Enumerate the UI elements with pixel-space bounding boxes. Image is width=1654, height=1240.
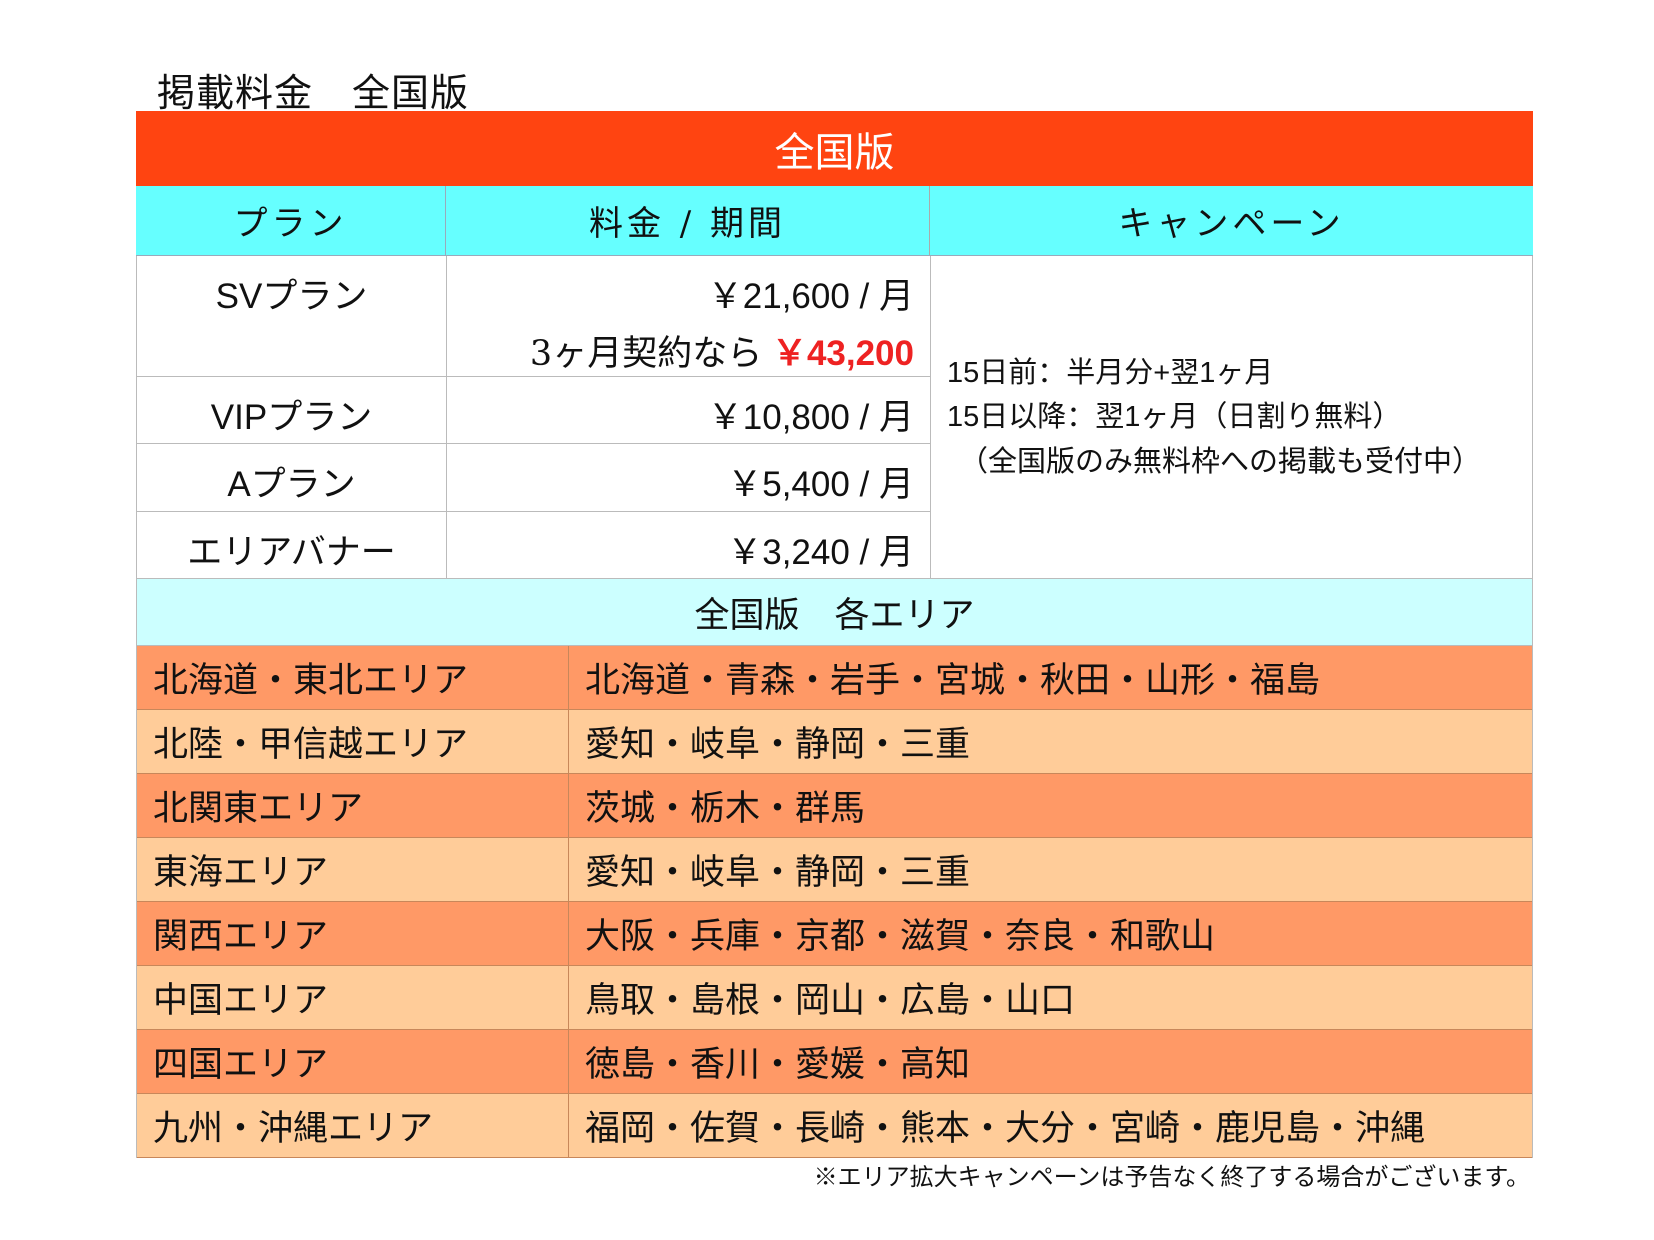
area-prefectures: 愛知・岐阜・静岡・三重	[585, 853, 971, 893]
area-name: 北陸・甲信越エリア	[137, 710, 569, 773]
area-row: 北陸・甲信越エリア 愛知・岐阜・静岡・三重	[137, 710, 1532, 774]
plan-name: SVプラン	[215, 277, 368, 316]
plan-extra: 3ヶ月契約なら ￥43,200	[529, 334, 914, 374]
plans-section: SVプラン ￥21,600 / 月 3ヶ月契約なら ￥43,200 VIPプラン…	[136, 256, 1533, 579]
table-title-band: 全国版	[136, 111, 1533, 186]
area-prefectures: 愛知・岐阜・静岡・三重	[585, 725, 971, 765]
area-row: 北海道・東北エリア 北海道・青森・岩手・宮城・秋田・山形・福島	[137, 646, 1532, 710]
plan-price: ￥10,800 / 月	[707, 398, 914, 437]
campaign-cell: 15日前：半月分+翌1ヶ月 15日以降：翌1ヶ月（日割り無料） （全国版のみ無料…	[931, 256, 1532, 579]
area-name: 四国エリア	[137, 1030, 569, 1093]
pricing-table: 全国版 プラン 料金 / 期間 キャンペーン SVプラン ￥21,600 / 月…	[136, 111, 1533, 1158]
area-prefectures: 大阪・兵庫・京都・滋賀・奈良・和歌山	[585, 917, 1216, 957]
footer-note: ※エリア拡大キャンペーンは予告なく終了する場合がございます。	[813, 1163, 1530, 1191]
plan-row-sv: SVプラン ￥21,600 / 月 3ヶ月契約なら ￥43,200	[137, 256, 931, 377]
area-name: 九州・沖縄エリア	[137, 1094, 569, 1157]
area-name: 関西エリア	[137, 902, 569, 965]
area-name: 中国エリア	[137, 966, 569, 1029]
area-row: 関西エリア 大阪・兵庫・京都・滋賀・奈良・和歌山	[137, 902, 1532, 966]
area-row: 四国エリア 徳島・香川・愛媛・高知	[137, 1030, 1532, 1094]
plan-price: ￥5,400 / 月	[727, 465, 914, 504]
area-prefectures: 鳥取・島根・岡山・広島・山口	[585, 981, 1076, 1021]
area-prefectures: 北海道・青森・岩手・宮城・秋田・山形・福島	[585, 661, 1321, 701]
plan-price: ￥3,240 / 月	[727, 533, 914, 572]
area-row: 東海エリア 愛知・岐阜・静岡・三重	[137, 838, 1532, 902]
page-title: 掲載料金 全国版	[157, 71, 470, 115]
area-list: 北海道・東北エリア 北海道・青森・岩手・宮城・秋田・山形・福島 北陸・甲信越エリ…	[136, 646, 1533, 1158]
area-row: 九州・沖縄エリア 福岡・佐賀・長崎・熊本・大分・宮崎・鹿児島・沖縄	[137, 1094, 1532, 1158]
area-name: 北海道・東北エリア	[137, 646, 569, 709]
area-prefectures: 徳島・香川・愛媛・高知	[585, 1045, 971, 1085]
plan-row-banner: エリアバナー ￥3,240 / 月	[137, 512, 931, 579]
plan-row-vip: VIPプラン ￥10,800 / 月	[137, 377, 931, 444]
area-row: 中国エリア 鳥取・島根・岡山・広島・山口	[137, 966, 1532, 1030]
highlight-price: ￥43,200	[771, 334, 914, 373]
campaign-line-2: 15日以降：翌1ヶ月（日割り無料）	[947, 401, 1402, 433]
plan-row-a: Aプラン ￥5,400 / 月	[137, 444, 931, 512]
header-price: 料金 / 期間	[446, 186, 930, 255]
header-plan: プラン	[136, 186, 446, 255]
campaign-line-1: 15日前：半月分+翌1ヶ月	[947, 357, 1274, 389]
area-prefectures: 福岡・佐賀・長崎・熊本・大分・宮崎・鹿児島・沖縄	[585, 1109, 1426, 1149]
header-campaign: キャンペーン	[1118, 204, 1345, 244]
area-name: 東海エリア	[137, 838, 569, 901]
area-row: 北関東エリア 茨城・栃木・群馬	[137, 774, 1532, 838]
plan-name: Aプラン	[227, 465, 356, 504]
campaign-note: （全国版のみ無料枠への掲載も受付中）	[959, 444, 1482, 478]
column-header-row: プラン 料金 / 期間 キャンペーン	[136, 186, 1533, 256]
plan-name: VIPプラン	[210, 398, 373, 437]
area-prefectures: 茨城・栃木・群馬	[585, 789, 866, 829]
plan-name: エリアバナー	[187, 533, 396, 573]
plan-price: ￥21,600 / 月	[707, 277, 914, 316]
area-section-header: 全国版 各エリア	[136, 579, 1533, 646]
area-name: 北関東エリア	[137, 774, 569, 837]
